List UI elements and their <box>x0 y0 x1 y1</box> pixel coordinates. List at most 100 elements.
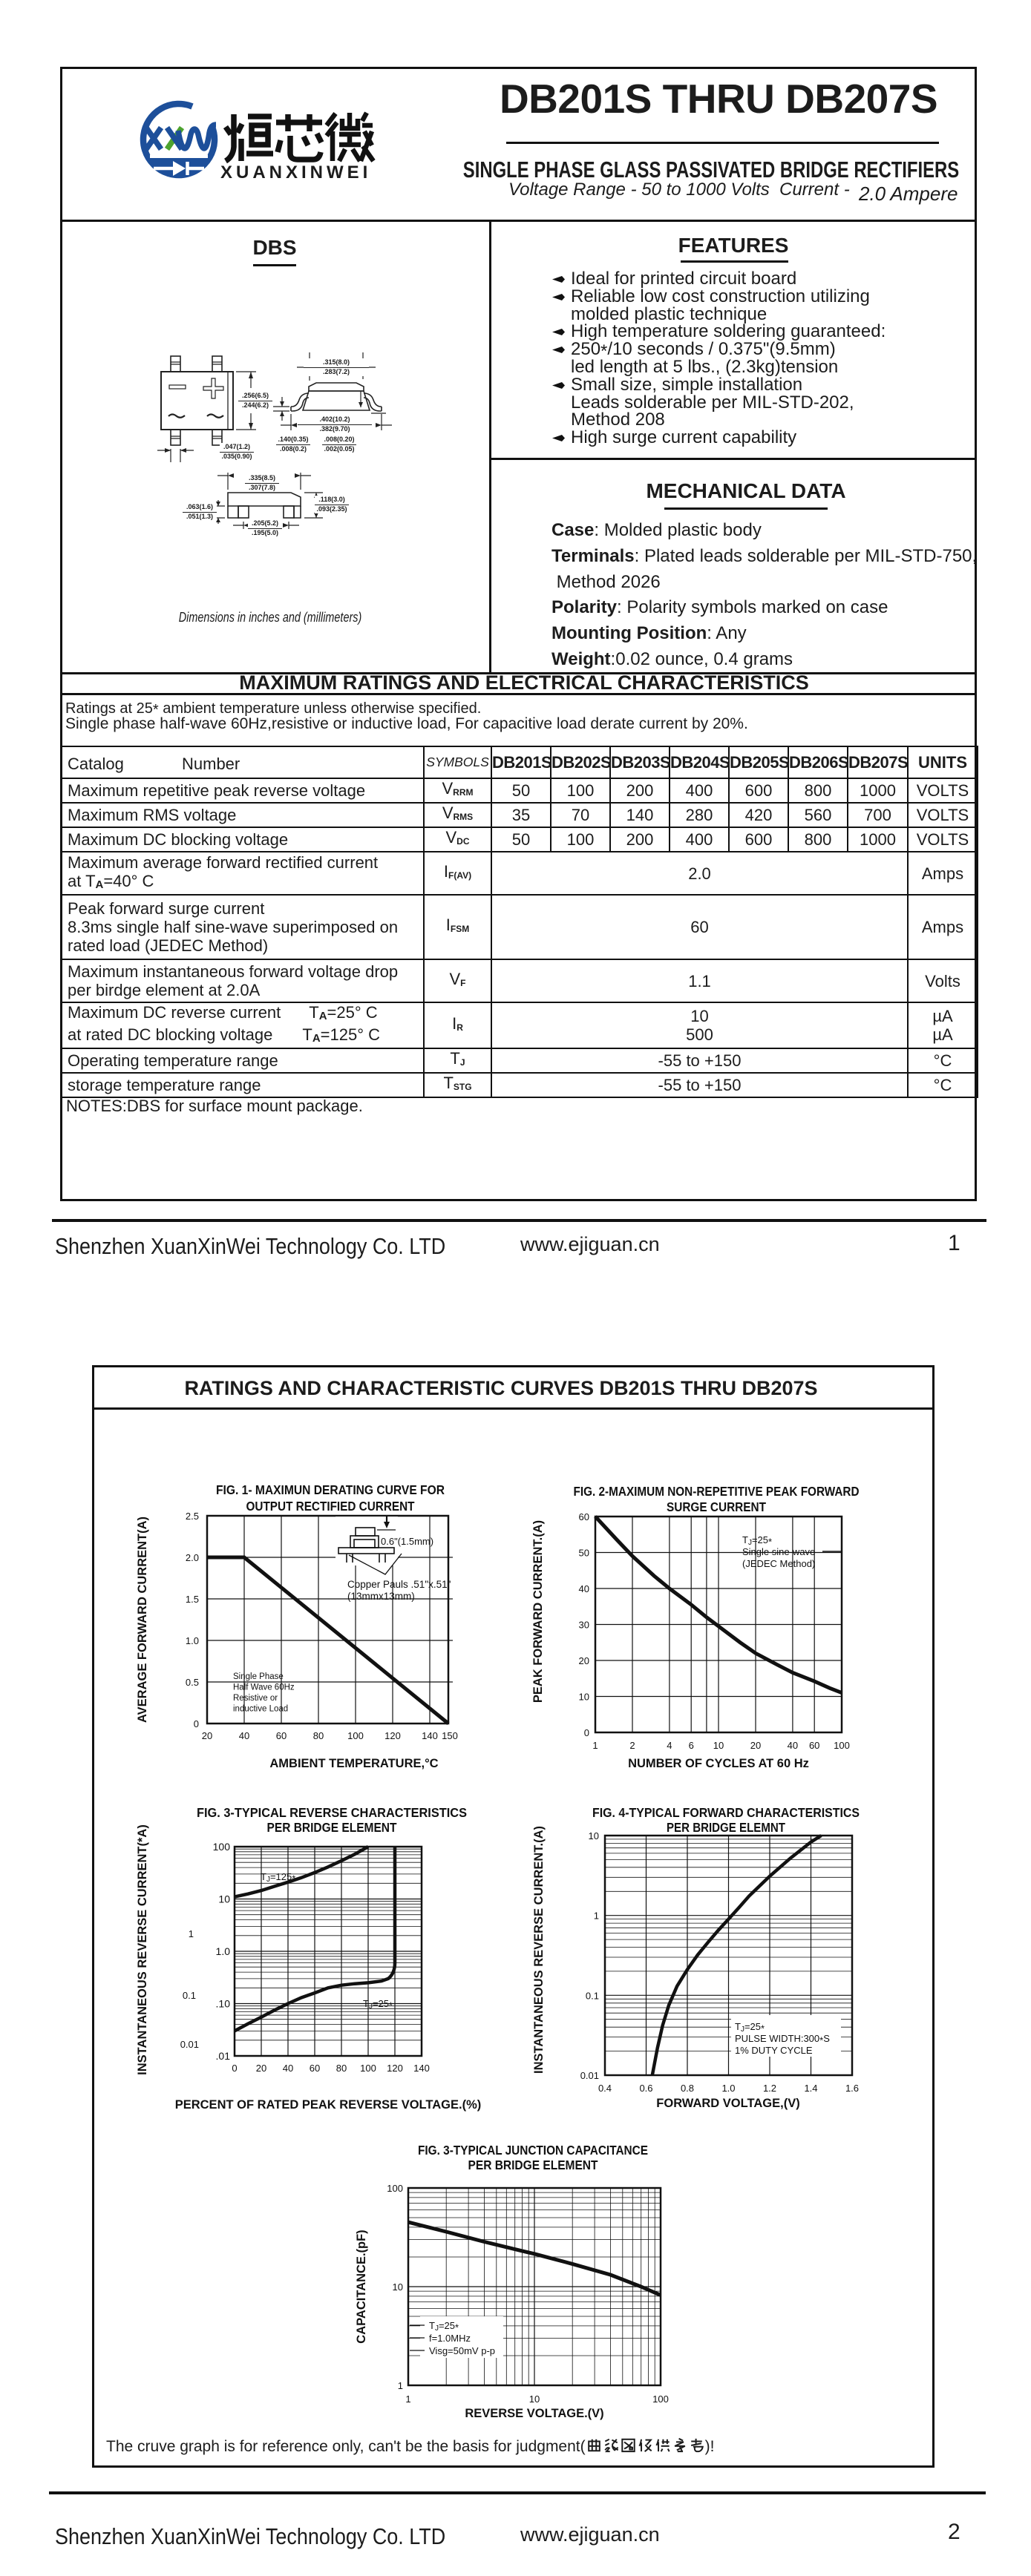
svg-text:INSTANTANEOUS REVERSE CURRENT(: INSTANTANEOUS REVERSE CURRENT(*A) <box>136 1824 149 2075</box>
svg-text:10: 10 <box>579 1692 589 1703</box>
svg-text:60: 60 <box>579 1511 589 1522</box>
svg-text:TJ=25*: TJ=25* <box>429 2320 459 2333</box>
svg-text:40: 40 <box>239 1730 249 1741</box>
svg-text:100: 100 <box>387 2183 403 2194</box>
svg-text:100: 100 <box>360 2063 376 2074</box>
svg-text:10: 10 <box>218 1893 230 1905</box>
svg-text:20: 20 <box>579 1655 589 1666</box>
svg-text:PER BRIDGE ELEMNT: PER BRIDGE ELEMNT <box>667 1820 785 1835</box>
svg-text:0.6: 0.6 <box>639 2083 652 2094</box>
svg-text:.10: .10 <box>216 1998 231 2010</box>
svg-text:Single sine-wave: Single sine-wave <box>742 1546 815 1557</box>
svg-text:2.0: 2.0 <box>186 1552 199 1563</box>
svg-text:1: 1 <box>405 2393 410 2405</box>
svg-text:140: 140 <box>422 1730 438 1741</box>
svg-text:0.01: 0.01 <box>580 2070 599 2081</box>
svg-text:AVERAGE FORWARD CURRENT(A): AVERAGE FORWARD CURRENT(A) <box>136 1517 149 1723</box>
svg-text:0.1: 0.1 <box>586 1990 599 2001</box>
svg-text:60: 60 <box>310 2063 320 2074</box>
svg-text:0.5: 0.5 <box>186 1677 199 1688</box>
svg-text:Visg=50mV p-p: Visg=50mV p-p <box>429 2345 495 2356</box>
svg-text:80: 80 <box>336 2063 347 2074</box>
svg-text:SURGE CURRENT: SURGE CURRENT <box>667 1499 766 1514</box>
svg-text:1.0: 1.0 <box>186 1635 199 1646</box>
svg-text:NUMBER OF CYCLES AT 60 Hz: NUMBER OF CYCLES AT 60 Hz <box>628 1757 809 1770</box>
svg-text:10: 10 <box>589 1830 599 1841</box>
svg-text:20: 20 <box>256 2063 266 2074</box>
svg-text:1% DUTY CYCLE: 1% DUTY CYCLE <box>735 2045 813 2056</box>
svg-text:0.6"(1.5mm): 0.6"(1.5mm) <box>381 1536 433 1547</box>
svg-text:1.0: 1.0 <box>216 1945 231 1957</box>
svg-text:100: 100 <box>834 1740 850 1751</box>
svg-text:Single Phase: Single Phase <box>233 1672 284 1681</box>
svg-text:60: 60 <box>276 1730 287 1741</box>
svg-text:PERCENT OF RATED PEAK REVERSE: PERCENT OF RATED PEAK REVERSE VOLTAGE.(%… <box>175 2098 482 2112</box>
svg-text:PEAK FORWARD CURRENT.(A): PEAK FORWARD CURRENT.(A) <box>531 1520 545 1703</box>
svg-text:1.2: 1.2 <box>763 2083 776 2094</box>
svg-text:1.0: 1.0 <box>721 2083 735 2094</box>
svg-text:80: 80 <box>313 1730 324 1741</box>
svg-text:FIG. 1- MAXIMUN DERATING CURVE: FIG. 1- MAXIMUN DERATING CURVE FOR <box>216 1482 445 1497</box>
svg-text:FORWARD VOLTAGE,(V): FORWARD VOLTAGE,(V) <box>656 2097 799 2110</box>
svg-text:PER BRIDGE ELEMENT: PER BRIDGE ELEMENT <box>468 2158 598 2172</box>
svg-text:FIG. 3-TYPICAL REVERSE CHARACT: FIG. 3-TYPICAL REVERSE CHARACTERISTICS <box>197 1805 467 1820</box>
svg-text:2: 2 <box>629 1740 635 1751</box>
svg-text:140: 140 <box>413 2063 430 2074</box>
svg-text:10: 10 <box>713 1740 724 1751</box>
svg-text:6: 6 <box>689 1740 694 1751</box>
svg-text:inductive Load: inductive Load <box>233 1705 288 1714</box>
svg-text:10: 10 <box>529 2393 540 2405</box>
svg-text:.01: .01 <box>216 2050 231 2062</box>
svg-text:Resistive or: Resistive or <box>233 1694 278 1703</box>
svg-text:(13mmx13mm): (13mmx13mm) <box>347 1591 415 1602</box>
svg-text:10: 10 <box>393 2281 403 2293</box>
svg-text:INSTANTANEOUS REVERSE CURRENT.: INSTANTANEOUS REVERSE CURRENT.(A) <box>532 1826 546 2074</box>
svg-text:2.5: 2.5 <box>186 1511 199 1522</box>
svg-text:40: 40 <box>788 1740 798 1751</box>
svg-text:0: 0 <box>232 2063 237 2074</box>
svg-text:FIG. 3-TYPICAL JUNCTION CAPACI: FIG. 3-TYPICAL JUNCTION CAPACITANCE <box>418 2143 648 2158</box>
svg-text:TJ=25*: TJ=25* <box>742 1534 772 1548</box>
svg-text:40: 40 <box>283 2063 293 2074</box>
svg-text:100: 100 <box>213 1841 231 1853</box>
svg-text:60: 60 <box>809 1740 819 1751</box>
svg-text:FIG. 4-TYPICAL FORWARD CHARACT: FIG. 4-TYPICAL FORWARD CHARACTERISTICS <box>592 1805 860 1820</box>
svg-text:1.6: 1.6 <box>845 2083 859 2094</box>
svg-text:FIG. 2-MAXIMUM NON-REPETITIVE: FIG. 2-MAXIMUM NON-REPETITIVE PEAK FORWA… <box>574 1484 860 1499</box>
svg-text:OUTPUT RECTIFIED CURRENT: OUTPUT RECTIFIED CURRENT <box>246 1499 415 1514</box>
svg-text:PULSE WIDTH:300*S: PULSE WIDTH:300*S <box>735 2033 830 2046</box>
svg-text:150: 150 <box>442 1730 458 1741</box>
svg-text:20: 20 <box>202 1730 212 1741</box>
svg-text:PER BRIDGE ELEMENT: PER BRIDGE ELEMENT <box>267 1820 397 1835</box>
svg-text:20: 20 <box>750 1740 761 1751</box>
svg-text:50: 50 <box>579 1548 589 1559</box>
svg-text:1.4: 1.4 <box>804 2083 817 2094</box>
svg-text:0: 0 <box>194 1718 199 1729</box>
svg-text:TJ=25*: TJ=25* <box>735 2021 765 2034</box>
svg-text:4: 4 <box>667 1740 672 1751</box>
svg-text:TJ=25*: TJ=25* <box>363 1998 393 2011</box>
svg-text:100: 100 <box>652 2393 669 2405</box>
svg-text:f=1.0MHz: f=1.0MHz <box>429 2333 471 2344</box>
svg-text:1: 1 <box>398 2380 403 2391</box>
svg-text:REVERSE VOLTAGE.(V): REVERSE VOLTAGE.(V) <box>465 2407 603 2420</box>
svg-text:1: 1 <box>594 1910 599 1922</box>
svg-text:0.8: 0.8 <box>681 2083 694 2094</box>
svg-text:1: 1 <box>189 1928 194 1939</box>
svg-text:CAPACITANCE.(pF): CAPACITANCE.(pF) <box>355 2230 368 2343</box>
svg-text:120: 120 <box>387 2063 403 2074</box>
svg-text:0.01: 0.01 <box>180 2039 199 2050</box>
svg-text:Copper Pauls .51"x.51": Copper Pauls .51"x.51" <box>347 1579 451 1590</box>
svg-text:Half Wave 60Hz: Half Wave 60Hz <box>233 1683 295 1692</box>
svg-text:30: 30 <box>579 1620 589 1631</box>
svg-text:1: 1 <box>592 1740 598 1751</box>
svg-text:40: 40 <box>579 1583 589 1594</box>
svg-text:0.4: 0.4 <box>598 2083 612 2094</box>
svg-text:100: 100 <box>347 1730 364 1741</box>
svg-text:AMBIENT TEMPERATURE,°C: AMBIENT TEMPERATURE,°C <box>269 1757 438 1770</box>
svg-text:(JEDEC Method): (JEDEC Method) <box>742 1558 815 1569</box>
svg-text:1.5: 1.5 <box>186 1594 199 1605</box>
svg-text:0: 0 <box>584 1727 589 1738</box>
svg-text:0.1: 0.1 <box>183 1990 196 2001</box>
svg-text:TJ=125*: TJ=125* <box>261 1871 295 1885</box>
